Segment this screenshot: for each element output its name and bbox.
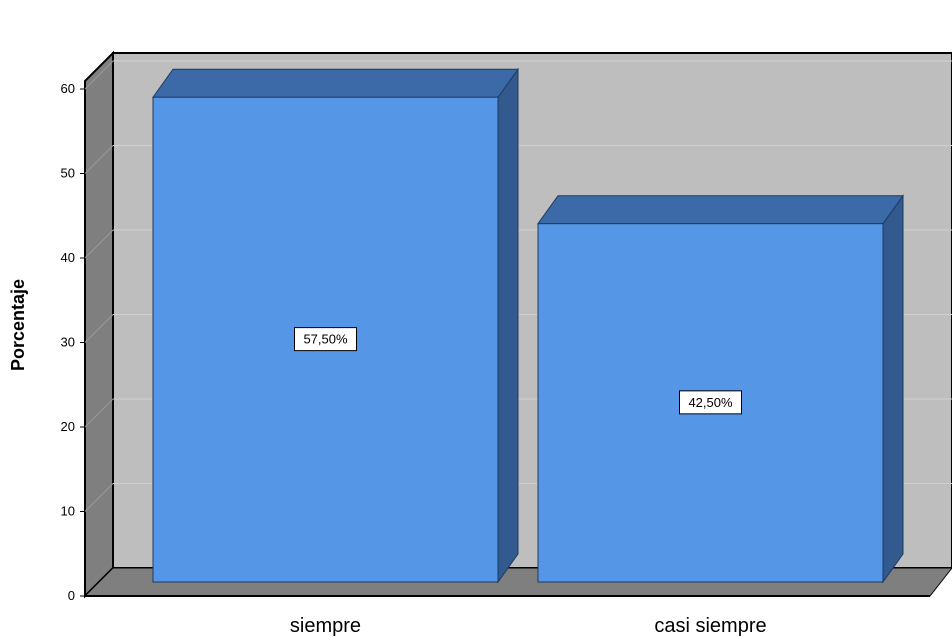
y-axis-title: Porcentaje	[8, 279, 28, 371]
side-wall	[84, 50, 114, 599]
gridline-side	[84, 483, 114, 512]
y-tick-label: 50	[61, 166, 75, 181]
bar-side-face	[497, 67, 519, 584]
data-label-box	[294, 327, 357, 352]
data-label: 42,50%	[688, 395, 733, 410]
gridline-side	[84, 145, 114, 174]
y-tick-label: 20	[61, 419, 75, 434]
bars-group	[152, 67, 904, 584]
x-category-label: casi siempre	[654, 615, 766, 637]
y-tick-label: 10	[61, 504, 75, 519]
y-tick-label: 60	[61, 81, 75, 96]
bar-top-face	[152, 68, 519, 98]
x-category-label: siempre	[290, 615, 361, 637]
y-tick-label: 30	[61, 335, 75, 350]
gridline-side	[84, 60, 114, 90]
gridline-side	[84, 229, 114, 259]
gridline-side	[84, 314, 114, 343]
bar-side-face	[882, 194, 904, 584]
y-tick-label: 0	[68, 588, 75, 603]
y-axis-ticks: 0 10 20 30 40 50 60	[61, 81, 85, 603]
data-label: 57,50%	[303, 332, 348, 347]
x-axis-labels: siempre casi siempre	[85, 595, 930, 637]
y-tick-label: 40	[61, 250, 75, 265]
data-label-box	[679, 390, 742, 415]
data-labels-group: 57,50% 42,50%	[294, 327, 742, 415]
bar-top-face	[537, 195, 904, 225]
gridline-side	[84, 398, 114, 428]
